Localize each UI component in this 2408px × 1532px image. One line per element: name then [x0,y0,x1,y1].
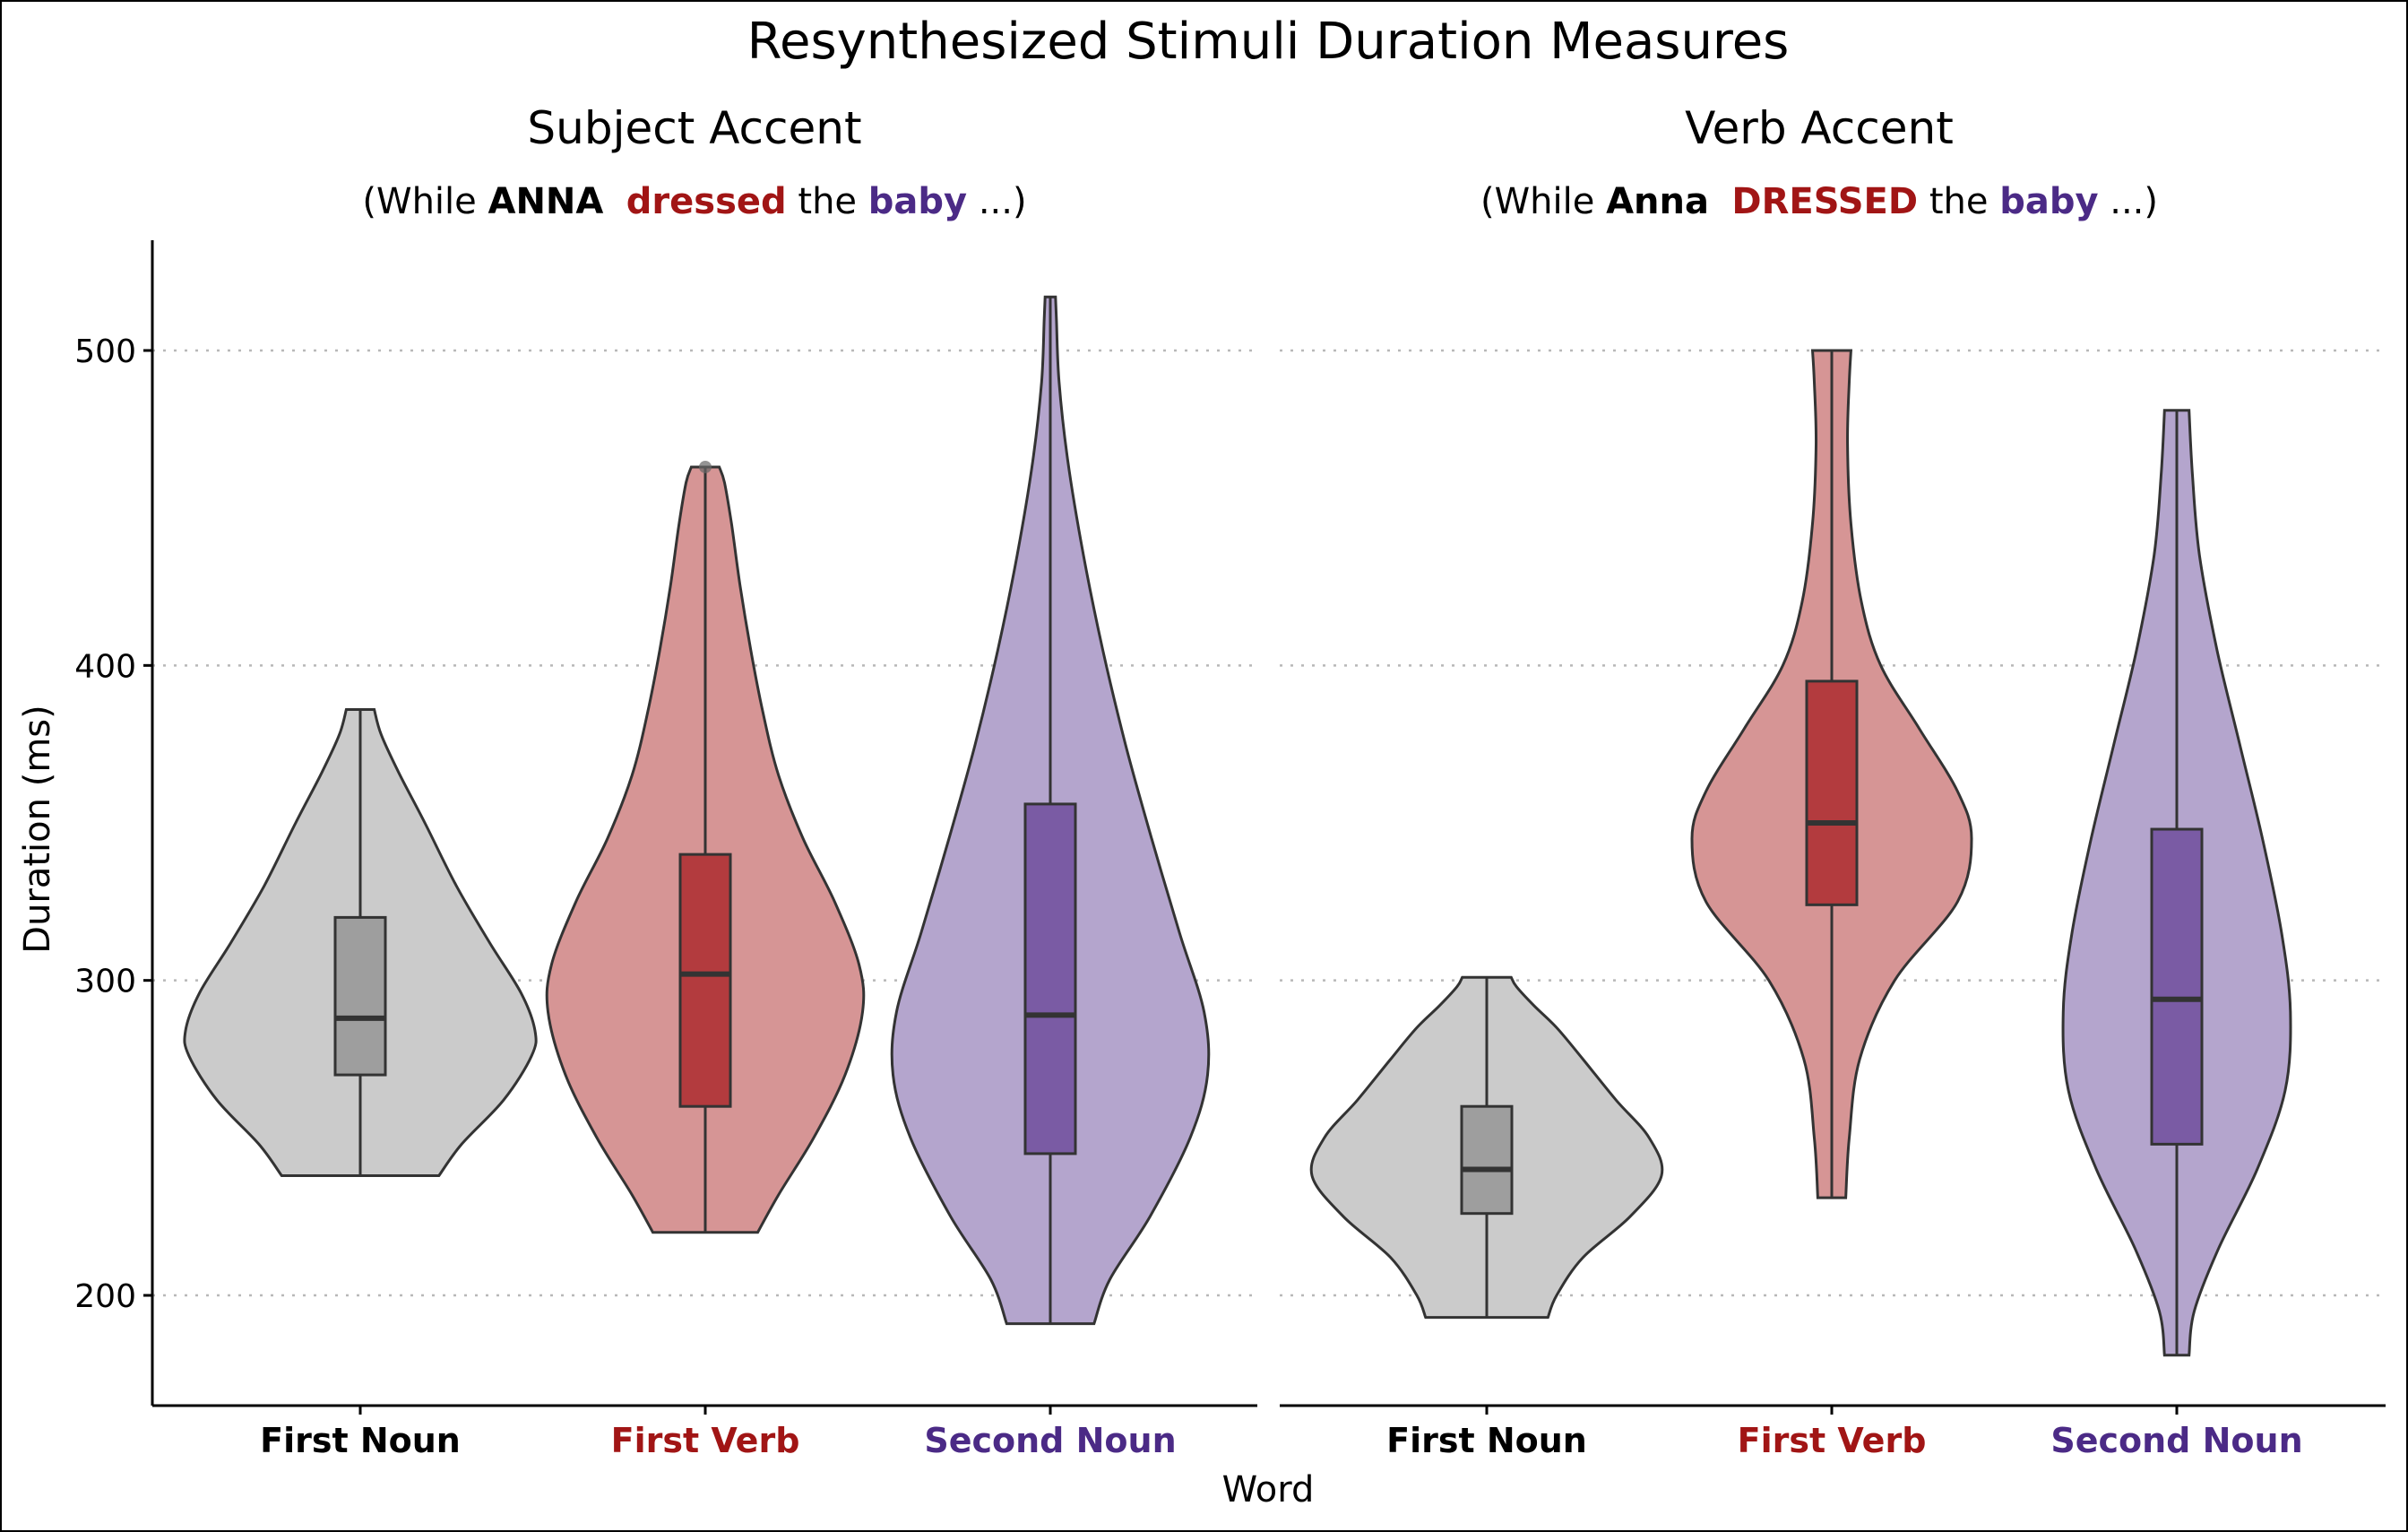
subtitle-noun2: baby [868,181,967,222]
y-tick-label: 300 [74,964,136,1000]
x-tick-label: Second Noun [924,1421,1176,1460]
outlier-point [699,460,712,473]
subtitle-verb: DRESSED [1731,181,1918,222]
x-axis-title: Word [1222,1469,1315,1510]
box-iqr [1460,1104,1514,1216]
subtitle-the: the [798,181,857,222]
box-iqr [678,853,732,1108]
axes: First Noun First Verb Second Noun First Nou… [74,240,2386,1460]
plot-marks [183,295,2292,1357]
box-iqr [1023,802,1077,1155]
chart-title: Resynthesized Stimuli Duration Measures [747,13,1790,71]
subtitle-close: ...) [2110,181,2158,222]
subtitle-noun1: Anna [1606,181,1709,222]
y-axis-title: Duration (ms) [17,705,58,953]
panel-subtitle-subject-accent: (While ANNA dressed the baby ...) [362,181,1026,222]
box-iqr [1805,679,1859,906]
subtitle-open: (While [1480,181,1606,222]
subtitle-noun2: baby [1999,181,2098,222]
box-iqr [2150,827,2204,1146]
x-tick-label: First Verb [611,1421,800,1460]
panel-subtitle-verb-accent: (While Anna DRESSED the baby ...) [1480,181,2158,222]
subtitle-verb: dressed [626,181,787,222]
y-tick-label: 500 [74,333,136,370]
subtitle-open: (While [362,181,488,222]
y-tick-label: 400 [74,648,136,685]
x-tick-label: First Noun [1386,1421,1587,1460]
gridlines [152,349,2386,1297]
y-tick-label: 200 [74,1278,136,1315]
subtitle-the: the [1929,181,1989,222]
panel-title-verb-accent: Verb Accent [1685,102,1954,154]
x-tick-label: First Verb [1738,1421,1927,1460]
subtitle-close: ...) [979,181,1027,222]
subtitle-noun1: ANNA [488,181,603,222]
x-tick-label: Second Noun [2050,1421,2302,1460]
x-tick-label: First Noun [260,1421,461,1460]
panel-title-subject-accent: Subject Accent [527,102,861,154]
box-iqr [333,915,387,1077]
